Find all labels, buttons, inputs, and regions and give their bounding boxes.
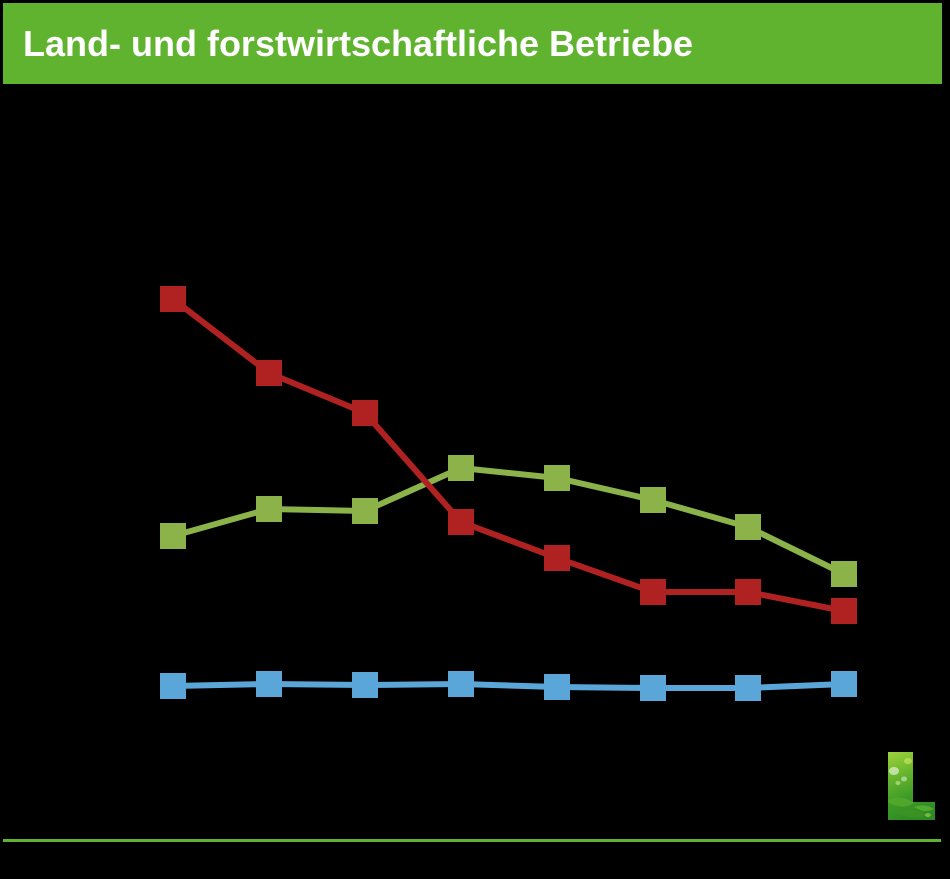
blue-series-marker bbox=[735, 675, 761, 701]
red-series-marker bbox=[160, 286, 186, 312]
leaf-letter-logo bbox=[888, 752, 935, 820]
green-series-marker bbox=[831, 561, 857, 587]
blue-series-marker bbox=[160, 673, 186, 699]
red-series-marker bbox=[831, 598, 857, 624]
blue-series-marker bbox=[352, 672, 378, 698]
red-series-marker bbox=[256, 360, 282, 386]
green-series-marker bbox=[448, 455, 474, 481]
red-series-marker bbox=[735, 579, 761, 605]
blue-series-line bbox=[172, 680, 845, 691]
green-series-marker bbox=[735, 514, 761, 540]
red-series-marker bbox=[352, 400, 378, 426]
red-series-marker bbox=[544, 545, 570, 571]
leaf-texture bbox=[888, 752, 935, 820]
green-series-marker bbox=[256, 496, 282, 522]
red-series-line bbox=[171, 296, 845, 614]
footer-rule bbox=[3, 839, 941, 842]
red-series-marker bbox=[448, 509, 474, 535]
chart-title-bar: Land- und forstwirtschaftliche Betriebe bbox=[3, 3, 942, 84]
red-series-marker bbox=[640, 579, 666, 605]
green-series-marker bbox=[640, 487, 666, 513]
blue-series-marker bbox=[256, 671, 282, 697]
green-series-marker bbox=[544, 465, 570, 491]
blue-series-marker bbox=[544, 674, 570, 700]
page-title: Land- und forstwirtschaftliche Betriebe bbox=[23, 22, 694, 64]
blue-series-marker bbox=[831, 671, 857, 697]
blue-series-marker bbox=[448, 671, 474, 697]
green-series-marker bbox=[160, 523, 186, 549]
blue-series-marker bbox=[640, 675, 666, 701]
green-series-marker bbox=[352, 498, 378, 524]
green-series-line bbox=[172, 464, 846, 577]
